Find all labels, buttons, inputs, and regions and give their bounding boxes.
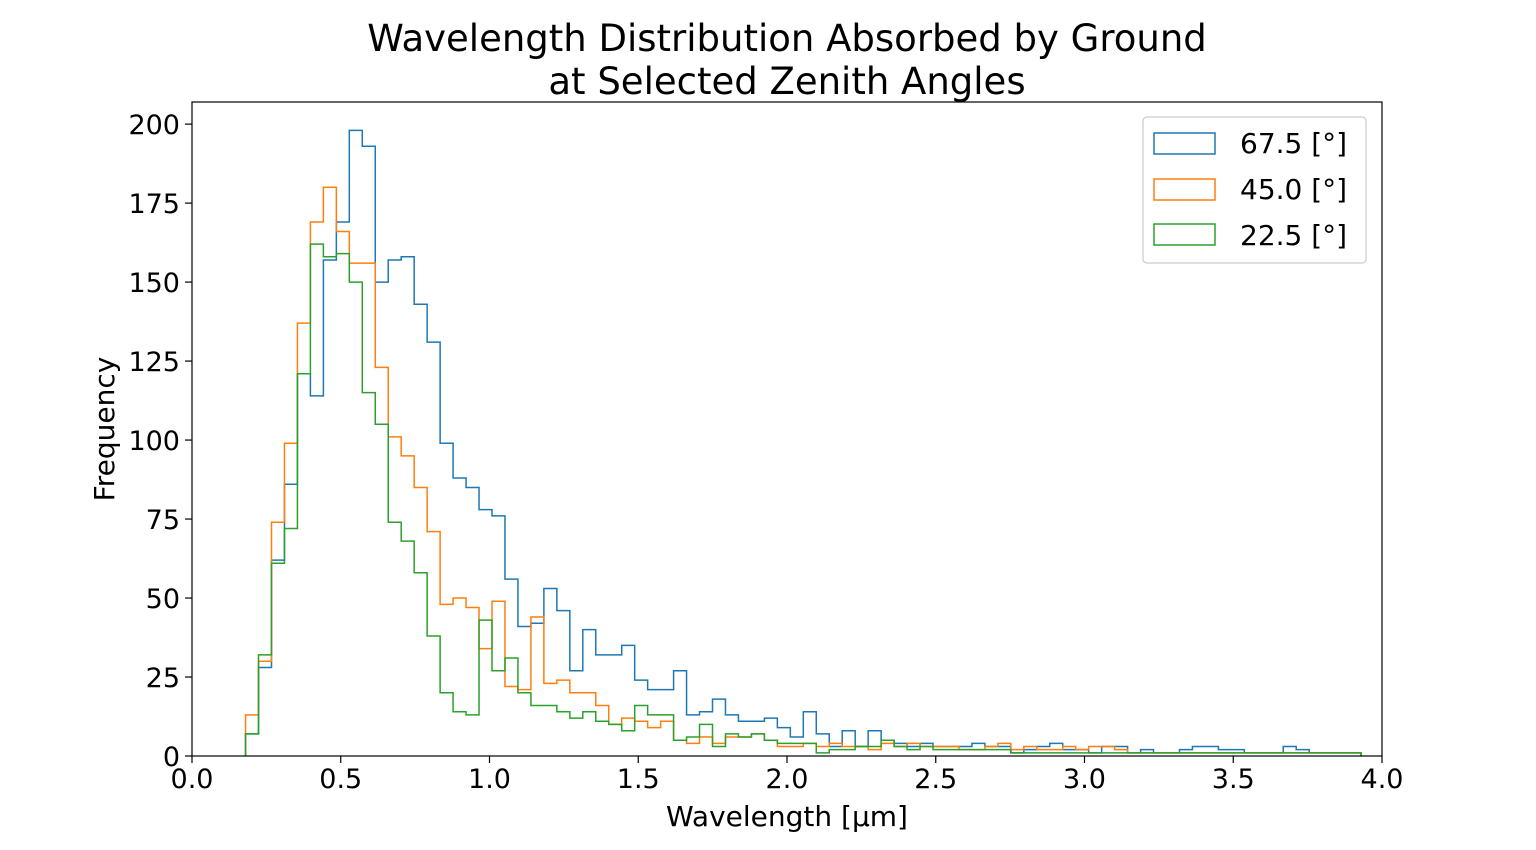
chart-title-line-2: at Selected Zenith Angles (548, 60, 1025, 103)
y-tick-label: 100 (128, 426, 180, 457)
y-tick-label: 125 (128, 347, 180, 378)
y-tick-label: 200 (128, 110, 180, 141)
x-tick-label: 3.5 (1212, 764, 1255, 795)
legend-label-0: 67.5 [°] (1240, 127, 1347, 160)
legend-label-1: 45.0 [°] (1240, 173, 1347, 206)
series-layer (244, 129, 1362, 756)
y-tick-label: 150 (128, 268, 180, 299)
x-axis-label: Wavelength [μm] (666, 800, 908, 833)
legend-swatch-2 (1153, 223, 1216, 246)
series-step-0 (244, 129, 1362, 756)
x-tick-label: 3.0 (1063, 764, 1106, 795)
chart-title-line-1: Wavelength Distribution Absorbed by Grou… (367, 17, 1207, 60)
legend-swatch-1 (1153, 178, 1216, 201)
x-tick-label: 4.0 (1361, 764, 1404, 795)
y-tick-label: 50 (146, 584, 180, 615)
x-tick-label: 1.0 (468, 764, 511, 795)
series-step-1 (244, 186, 1362, 756)
y-tick-label: 25 (146, 663, 180, 694)
x-tick-label: 0.5 (319, 764, 362, 795)
series-step-2 (244, 243, 1362, 756)
y-axis-ticks: 0 25 50 75 100 125 150 175 200 (128, 110, 192, 773)
legend-swatch-0 (1153, 132, 1216, 155)
y-axis-label: Frequency (88, 357, 121, 502)
y-tick-label: 75 (146, 505, 180, 536)
x-tick-label: 0.0 (171, 764, 214, 795)
plot-frame (191, 101, 1383, 757)
legend-label-2: 22.5 [°] (1240, 219, 1347, 252)
y-tick-label: 0 (163, 742, 180, 773)
x-tick-label: 2.0 (766, 764, 809, 795)
legend: 67.5 [°] 45.0 [°] 22.5 [°] (1142, 116, 1367, 264)
x-axis-ticks: 0.0 0.5 1.0 1.5 2.0 2.5 3.0 3.5 4.0 (171, 756, 1404, 795)
x-tick-label: 1.5 (617, 764, 660, 795)
x-tick-label: 2.5 (914, 764, 957, 795)
y-tick-label: 175 (128, 189, 180, 220)
